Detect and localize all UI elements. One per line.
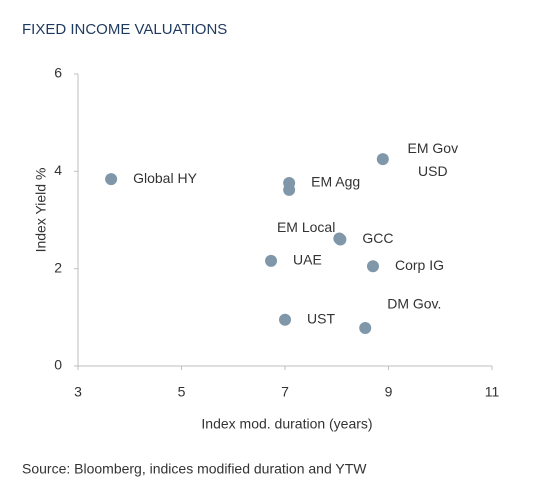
point-label: UST [307,310,335,326]
y-tick-label: 0 [54,357,62,373]
point-label: GCC [362,230,393,246]
x-tick-label: 5 [178,384,186,400]
x-tick-label: 11 [485,384,500,400]
y-axis-label: Index Yield % [33,168,49,253]
point [105,173,118,186]
x-tick-label: 7 [281,384,289,400]
y-tick-label: 2 [54,259,62,275]
point [283,183,296,196]
point [376,153,389,166]
point [265,254,278,267]
point [366,260,379,273]
y-tick-label: 6 [54,65,62,81]
y-tick-label: 4 [54,162,62,178]
x-tick-label: 3 [74,384,82,400]
source-note: Source: Bloomberg, indices modified dura… [22,461,367,477]
x-axis-label: Index mod. duration (years) [201,416,372,432]
point-label: EM Agg [311,174,360,190]
point-label: Global HY [133,170,197,186]
point-label: EM Local [277,219,335,235]
point-label: EM Gov [408,140,459,156]
point [279,313,291,326]
point-label: Corp IG [395,257,444,273]
chart-title: FIXED INCOME VALUATIONS [22,21,227,38]
point-label: DM Gov. [387,296,441,312]
point [334,233,347,246]
point-label: UAE [293,252,322,268]
point [359,322,372,335]
point-label: USD [418,163,448,179]
x-tick-label: 9 [385,384,393,400]
